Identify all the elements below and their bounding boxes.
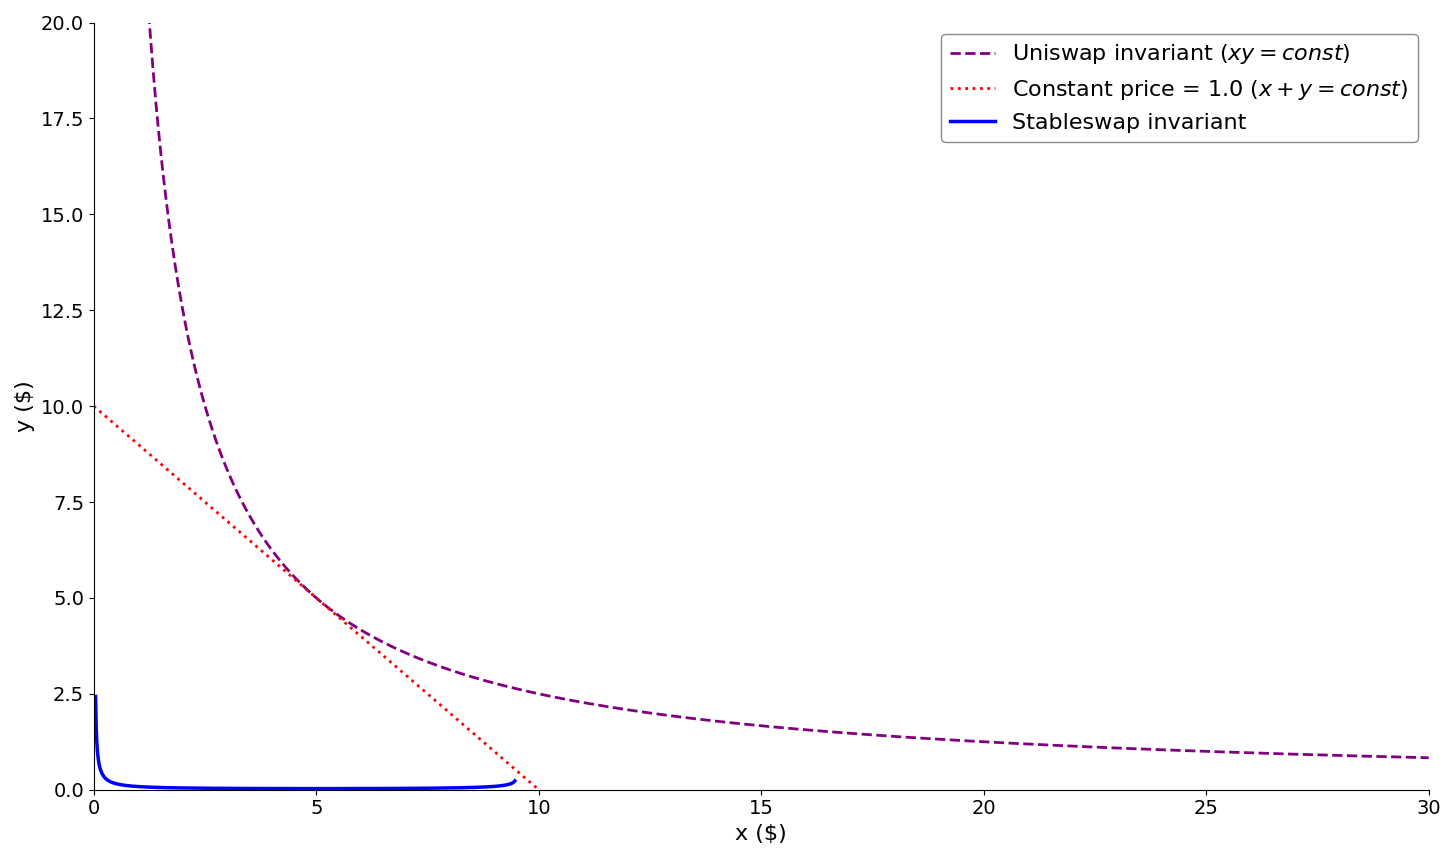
Constant price = 1.0 ($x + y = const$) [517, 773, 534, 783]
Stableswap invariant [307, 783, 325, 794]
Constant price = 1.0 ($x + y = const$) [435, 703, 453, 713]
Constant price = 1.0 ($x + y = const$) [301, 588, 319, 598]
Constant price = 1.0 ($x + y = const$) [530, 784, 547, 795]
Stableswap invariant [485, 782, 502, 792]
Constant price = 1.0 ($x + y = const$) [108, 421, 125, 431]
Uniswap invariant ($xy = const$) [1123, 743, 1140, 753]
Line: Constant price = 1.0 ($x + y = const$): Constant price = 1.0 ($x + y = const$) [93, 406, 539, 789]
Uniswap invariant ($xy = const$) [1420, 752, 1437, 763]
Uniswap invariant ($xy = const$) [906, 733, 923, 743]
Stableswap invariant [507, 776, 524, 786]
Stableswap invariant [499, 779, 517, 789]
Constant price = 1.0 ($x + y = const$) [290, 577, 307, 588]
Uniswap invariant ($xy = const$) [160, 217, 178, 228]
Line: Uniswap invariant ($xy = const$): Uniswap invariant ($xy = const$) [122, 0, 1428, 758]
Stableswap invariant [422, 783, 440, 794]
Uniswap invariant ($xy = const$) [1239, 747, 1257, 758]
Constant price = 1.0 ($x + y = const$) [84, 401, 102, 411]
Uniswap invariant ($xy = const$) [1018, 739, 1035, 749]
Stableswap invariant [124, 781, 141, 791]
Line: Stableswap invariant: Stableswap invariant [96, 697, 515, 789]
X-axis label: x ($): x ($) [735, 824, 788, 844]
Stableswap invariant [301, 783, 319, 794]
Constant price = 1.0 ($x + y = const$) [517, 773, 534, 783]
Stableswap invariant [95, 771, 112, 782]
Y-axis label: y ($): y ($) [15, 381, 35, 432]
Legend: Uniswap invariant ($xy = const$), Constant price = 1.0 ($x + y = const$), Stable: Uniswap invariant ($xy = const$), Consta… [941, 34, 1418, 142]
Stableswap invariant [87, 691, 105, 702]
